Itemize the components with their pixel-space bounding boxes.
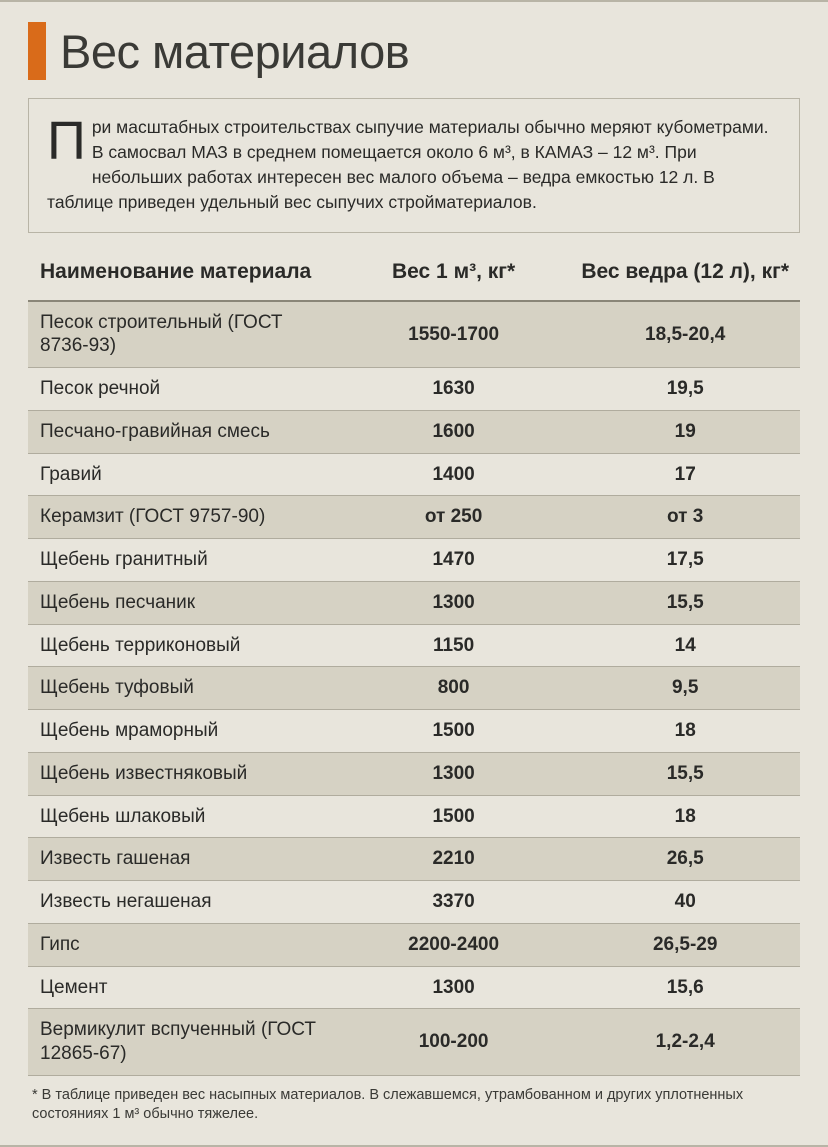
table-row: Вермикулит вспученный (ГОСТ 12865-67)100…	[28, 1009, 800, 1076]
cell-material-name: Цемент	[28, 966, 337, 1009]
cell-material-name: Щебень известняковый	[28, 752, 337, 795]
cell-weight-bucket: 15,5	[568, 752, 800, 795]
cell-material-name: Гипс	[28, 923, 337, 966]
cell-weight-bucket: 19,5	[568, 368, 800, 411]
cell-weight-bucket: от 3	[568, 496, 800, 539]
cell-weight-m3: 3370	[337, 881, 569, 924]
cell-weight-bucket: 26,5-29	[568, 923, 800, 966]
cell-weight-m3: 1300	[337, 581, 569, 624]
cell-weight-m3: 100-200	[337, 1009, 569, 1076]
table-row: Гравий140017	[28, 453, 800, 496]
table-row: Цемент130015,6	[28, 966, 800, 1009]
cell-weight-m3: 1500	[337, 710, 569, 753]
cell-weight-bucket: 26,5	[568, 838, 800, 881]
materials-table: Наименование материала Вес 1 м³, кг* Вес…	[28, 247, 800, 1076]
cell-material-name: Гравий	[28, 453, 337, 496]
intro-dropcap: П	[47, 115, 92, 165]
cell-material-name: Вермикулит вспученный (ГОСТ 12865-67)	[28, 1009, 337, 1076]
cell-weight-bucket: 18	[568, 795, 800, 838]
table-row: Песчано-гравийная смесь160019	[28, 410, 800, 453]
table-row: Щебень гранитный147017,5	[28, 539, 800, 582]
table-row: Щебень известняковый130015,5	[28, 752, 800, 795]
col-header-bucket: Вес ведра (12 л), кг*	[568, 247, 800, 300]
cell-weight-m3: 1630	[337, 368, 569, 411]
title-row: Вес материалов	[28, 22, 800, 80]
cell-material-name: Керамзит (ГОСТ 9757-90)	[28, 496, 337, 539]
cell-material-name: Щебень гранитный	[28, 539, 337, 582]
cell-material-name: Щебень терриконовый	[28, 624, 337, 667]
table-row: Щебень мраморный150018	[28, 710, 800, 753]
cell-weight-m3: 1300	[337, 966, 569, 1009]
table-row: Щебень туфовый8009,5	[28, 667, 800, 710]
cell-weight-m3: 2200-2400	[337, 923, 569, 966]
intro-text: ри масштабных строительствах сыпучие мат…	[47, 117, 769, 212]
cell-weight-m3: 1500	[337, 795, 569, 838]
cell-material-name: Песчано-гравийная смесь	[28, 410, 337, 453]
cell-weight-bucket: 19	[568, 410, 800, 453]
col-header-name: Наименование материала	[28, 247, 337, 300]
cell-material-name: Песок строительный (ГОСТ 8736-93)	[28, 301, 337, 368]
table-row: Гипс2200-240026,5-29	[28, 923, 800, 966]
cell-weight-bucket: 18	[568, 710, 800, 753]
cell-weight-bucket: 15,5	[568, 581, 800, 624]
cell-material-name: Известь негашеная	[28, 881, 337, 924]
accent-bar	[28, 22, 46, 80]
col-header-m3: Вес 1 м³, кг*	[337, 247, 569, 300]
cell-weight-bucket: 14	[568, 624, 800, 667]
cell-weight-m3: 1300	[337, 752, 569, 795]
cell-weight-bucket: 17,5	[568, 539, 800, 582]
page-title: Вес материалов	[60, 24, 409, 79]
table-row: Щебень терриконовый115014	[28, 624, 800, 667]
cell-weight-m3: 1550-1700	[337, 301, 569, 368]
cell-weight-bucket: 17	[568, 453, 800, 496]
intro-box: П ри масштабных строительствах сыпучие м…	[28, 98, 800, 233]
table-row: Керамзит (ГОСТ 9757-90)от 250от 3	[28, 496, 800, 539]
cell-weight-bucket: 9,5	[568, 667, 800, 710]
footnote: * В таблице приведен вес насыпных матери…	[28, 1086, 800, 1125]
cell-weight-m3: 2210	[337, 838, 569, 881]
table-row: Щебень песчаник130015,5	[28, 581, 800, 624]
cell-material-name: Щебень мраморный	[28, 710, 337, 753]
cell-weight-m3: от 250	[337, 496, 569, 539]
cell-material-name: Щебень туфовый	[28, 667, 337, 710]
table-row: Известь негашеная337040	[28, 881, 800, 924]
cell-weight-m3: 1400	[337, 453, 569, 496]
cell-weight-m3: 1600	[337, 410, 569, 453]
cell-weight-m3: 1470	[337, 539, 569, 582]
table-row: Песок речной163019,5	[28, 368, 800, 411]
cell-weight-m3: 800	[337, 667, 569, 710]
cell-material-name: Щебень шлаковый	[28, 795, 337, 838]
page: Вес материалов П ри масштабных строитель…	[0, 0, 828, 1147]
cell-weight-m3: 1150	[337, 624, 569, 667]
cell-weight-bucket: 18,5-20,4	[568, 301, 800, 368]
table-row: Песок строительный (ГОСТ 8736-93)1550-17…	[28, 301, 800, 368]
cell-material-name: Щебень песчаник	[28, 581, 337, 624]
cell-weight-bucket: 40	[568, 881, 800, 924]
cell-weight-bucket: 1,2-2,4	[568, 1009, 800, 1076]
cell-material-name: Известь гашеная	[28, 838, 337, 881]
cell-weight-bucket: 15,6	[568, 966, 800, 1009]
table-row: Известь гашеная221026,5	[28, 838, 800, 881]
table-row: Щебень шлаковый150018	[28, 795, 800, 838]
cell-material-name: Песок речной	[28, 368, 337, 411]
table-header-row: Наименование материала Вес 1 м³, кг* Вес…	[28, 247, 800, 300]
